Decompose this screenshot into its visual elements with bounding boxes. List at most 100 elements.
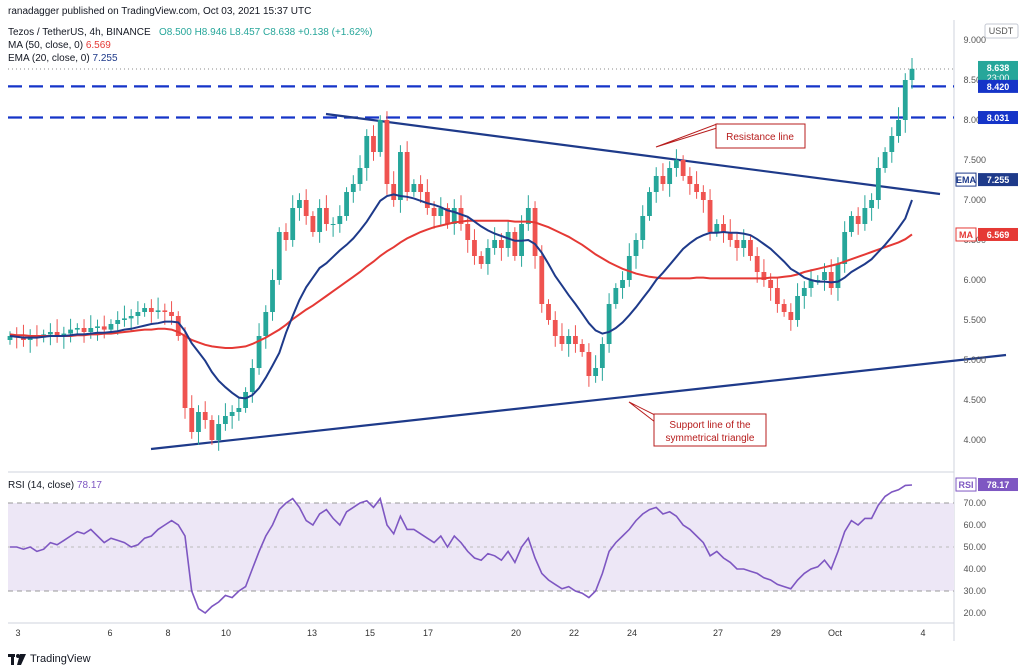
candle-body	[633, 240, 639, 256]
candle-body	[431, 208, 437, 216]
price-tag	[978, 227, 1018, 241]
candle-body	[498, 240, 504, 248]
price-tick-label: 5.500	[963, 315, 986, 325]
price-tag-countdown: 23:00	[987, 73, 1010, 83]
candle-body	[546, 304, 551, 320]
candle-body	[552, 320, 558, 336]
rsi-tick-label: 30.00	[963, 586, 986, 596]
currency-label: USDT	[989, 26, 1014, 36]
candle-body	[169, 312, 174, 316]
candle-body	[438, 208, 444, 216]
resistance-callout-text: Resistance line	[726, 132, 794, 143]
price-tag	[978, 79, 1018, 93]
tradingview-logo-icon	[8, 653, 26, 665]
time-tick-label: 8	[165, 628, 170, 638]
candle-body	[290, 208, 296, 240]
price-tick-label: 8.500	[963, 75, 986, 85]
time-tick-label: 22	[569, 628, 579, 638]
price-tag-value: 8.638	[987, 63, 1010, 73]
candle-body	[61, 333, 67, 336]
ema-legend: EMA (20, close, 0) 7.255	[8, 53, 118, 64]
candle-body	[458, 208, 464, 224]
candle-body	[815, 280, 821, 281]
candle-body	[875, 168, 881, 200]
candle-body	[593, 368, 599, 376]
candle-body	[54, 332, 60, 336]
price-tick-label: 8.000	[963, 115, 986, 125]
indicator-label: EMA	[956, 175, 977, 185]
candle-body	[707, 200, 713, 232]
candle-body	[680, 160, 686, 176]
candle-body	[263, 312, 269, 336]
candle-body	[613, 288, 619, 304]
candle-body	[424, 192, 430, 208]
candle-body	[539, 256, 545, 304]
publisher-line: ranadagger published on TradingView.com,…	[8, 6, 312, 17]
candle-body	[404, 152, 410, 192]
candle-body	[364, 136, 370, 168]
candle-body	[81, 328, 87, 332]
candle-body	[68, 329, 73, 334]
candle-body	[256, 336, 262, 368]
candle-body	[694, 184, 699, 192]
rsi-tick-label: 50.00	[963, 542, 986, 552]
price-tag-value: 7.255	[987, 175, 1010, 185]
rsi-value-tag-text: 78.17	[987, 480, 1010, 490]
candle-body	[270, 280, 275, 312]
indicator-label: MA	[959, 230, 973, 240]
candle-body	[687, 176, 693, 184]
time-tick-label: 4	[920, 628, 925, 638]
candle-body	[532, 208, 538, 256]
price-tag-value: 8.031	[987, 113, 1010, 123]
rsi-axis-label: RSI	[958, 480, 973, 490]
candle-body	[344, 192, 349, 216]
price-tag	[978, 111, 1018, 125]
candle-body	[350, 184, 356, 192]
candle-body	[849, 216, 854, 232]
footer-brand-text: TradingView	[30, 653, 91, 665]
candle-body	[223, 416, 228, 424]
time-tick-label: 3	[15, 628, 20, 638]
candle-body	[761, 272, 767, 280]
candle-body	[297, 200, 302, 208]
candle-body	[330, 224, 336, 225]
candle-body	[573, 336, 578, 344]
support-trendline	[150, 353, 1007, 451]
candle-body	[478, 256, 484, 264]
time-tick-label: 29	[771, 628, 781, 638]
candle-body	[660, 176, 666, 184]
time-tick-label: 17	[423, 628, 433, 638]
ma50-line	[9, 219, 913, 349]
candle-body	[418, 184, 424, 192]
indicator-label-box	[955, 172, 977, 187]
candle-body	[122, 318, 127, 320]
time-tick-label: 10	[221, 628, 231, 638]
candle-body	[310, 216, 316, 232]
support-callout-text-2: symmetrical triangle	[666, 433, 755, 444]
candle-body	[162, 310, 168, 312]
candle-body	[902, 80, 908, 120]
ma-label: MA (50, close, 0)	[8, 40, 84, 51]
support-callout-pointer	[628, 401, 656, 424]
candle-body	[384, 120, 390, 184]
candle-body	[896, 120, 901, 136]
price-tick-label: 4.000	[963, 435, 986, 445]
candle-body	[774, 288, 780, 304]
time-tick-label: 24	[627, 628, 637, 638]
footer-brand: TradingView	[8, 653, 91, 665]
rsi-line	[10, 484, 913, 615]
candle-body	[559, 336, 565, 344]
candle-body	[249, 368, 255, 392]
candle-body	[882, 152, 888, 168]
candle-body	[95, 326, 100, 328]
candle-body	[175, 316, 181, 336]
candle-body	[525, 208, 531, 224]
candle-body	[323, 208, 329, 224]
support-callout-box	[653, 413, 767, 447]
candle-body	[411, 184, 417, 192]
price-tick-label: 4.500	[963, 395, 986, 405]
candle-body	[337, 216, 343, 224]
candle-body	[801, 288, 807, 296]
symbol-legend: Tezos / TetherUS, 4h, BINANCE O8.500 H8.…	[8, 27, 373, 38]
